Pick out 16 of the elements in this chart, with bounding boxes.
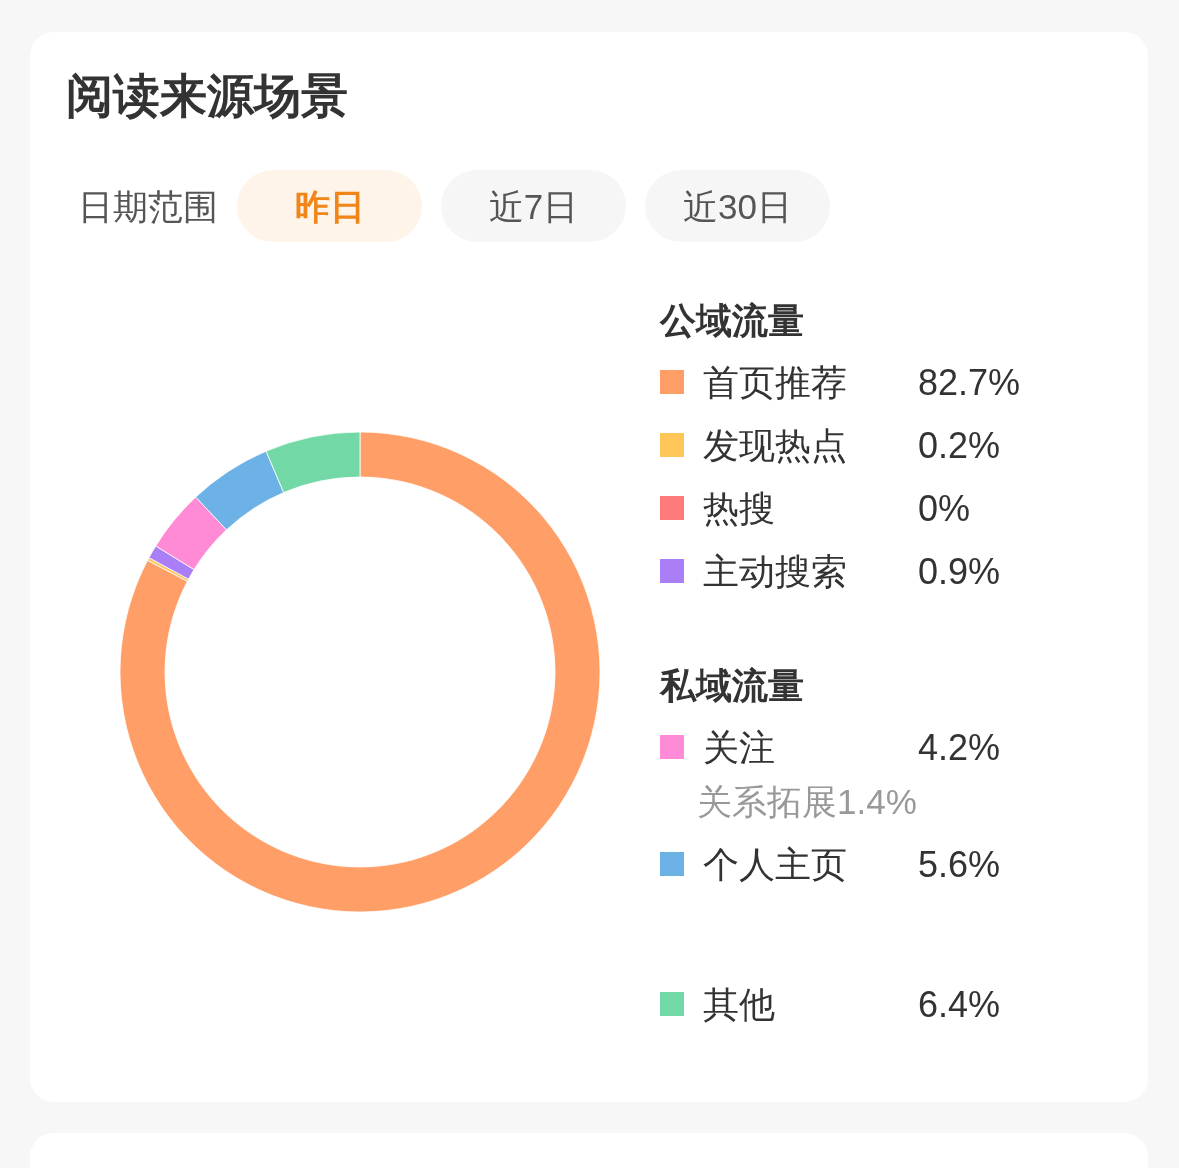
legend-label: 个人主页 bbox=[703, 843, 847, 885]
data-label: 6.4% bbox=[918, 983, 1001, 1025]
legend-label: 首页推荐 bbox=[703, 361, 847, 403]
data-label: 82.7% bbox=[918, 361, 1021, 403]
legend-label: 关注 bbox=[703, 726, 775, 768]
date-range-label: 日期范围 bbox=[78, 186, 218, 226]
data-label: 4.2% bbox=[918, 726, 1001, 768]
legend-label: 发现热点 bbox=[703, 424, 847, 466]
data-label: 0.2% bbox=[918, 424, 1001, 466]
legend-label: 主动搜索 bbox=[703, 550, 847, 592]
legend-label: 其他 bbox=[703, 983, 775, 1025]
title: 阅读来源场景 bbox=[66, 68, 348, 122]
data-label: 5.6% bbox=[918, 843, 1001, 885]
legend-label: 热搜 bbox=[703, 487, 775, 529]
legend-note: 关系拓展1.4% bbox=[697, 781, 917, 821]
data-label: 0.9% bbox=[918, 550, 1001, 592]
